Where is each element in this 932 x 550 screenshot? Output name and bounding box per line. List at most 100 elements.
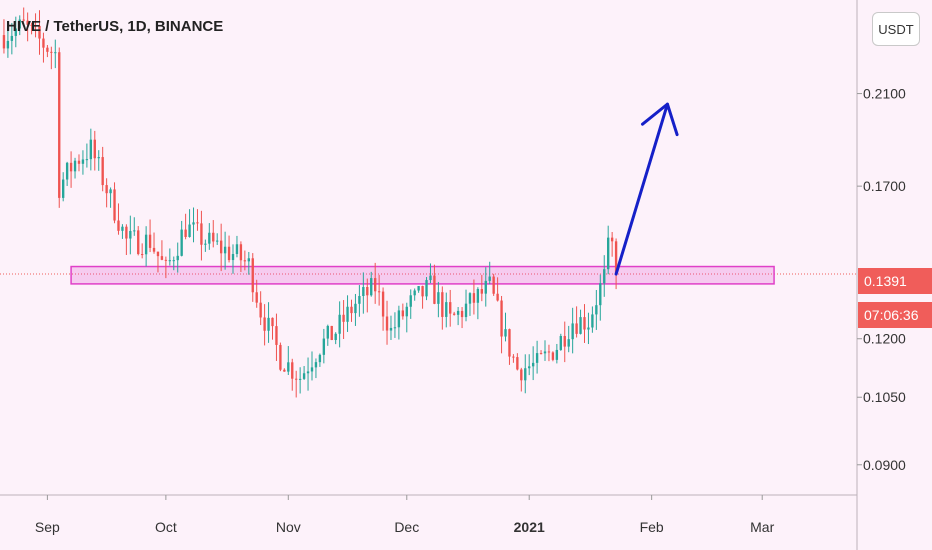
candle-body: [137, 230, 140, 255]
candle-body: [38, 25, 41, 39]
projection-arrow-shaft: [614, 102, 669, 276]
candle-body: [373, 278, 377, 292]
candle-body: [255, 292, 258, 303]
candle-body: [425, 280, 428, 297]
candle-body: [362, 286, 365, 296]
candle-body: [172, 260, 175, 262]
candle-body: [555, 349, 559, 360]
candle-body: [472, 293, 476, 303]
candle-body: [65, 162, 69, 180]
candle-body: [531, 362, 535, 367]
candle-body: [421, 286, 424, 297]
candle-body: [433, 275, 436, 304]
candle-body: [551, 352, 555, 360]
candle-body: [152, 247, 156, 252]
candle-body: [508, 329, 511, 357]
candle-body: [121, 226, 124, 231]
projection-arrow-head: [640, 102, 679, 137]
candle-body: [93, 139, 96, 159]
candle-body: [350, 306, 353, 314]
candle-body: [113, 189, 116, 221]
candle-body: [417, 286, 420, 291]
x-tick-label: Mar: [750, 519, 774, 535]
candle-body: [62, 179, 65, 198]
candle-body: [409, 295, 412, 307]
candle-body: [223, 246, 227, 254]
candle-body: [460, 310, 464, 318]
candle-body: [81, 159, 85, 164]
candle-body: [310, 367, 314, 372]
currency-button[interactable]: USDT: [872, 12, 920, 46]
x-tick-label: 2021: [514, 519, 545, 535]
candle-body: [50, 51, 53, 53]
candle-body: [109, 189, 112, 194]
candle-body: [200, 223, 203, 245]
support-zone: [70, 265, 775, 285]
candle-body: [168, 260, 172, 262]
candle-body: [547, 351, 551, 353]
candle-body: [219, 240, 223, 254]
candle-body: [377, 291, 381, 293]
candle-body: [58, 52, 61, 198]
candle-body: [500, 300, 503, 337]
candle-body: [2, 35, 6, 49]
candle-body: [330, 325, 333, 341]
candle-body: [54, 52, 57, 54]
candle-body: [306, 371, 310, 374]
candle-body: [26, 20, 29, 25]
candle-body: [385, 316, 389, 331]
candle-body: [437, 292, 440, 304]
candle-body: [338, 314, 341, 334]
candle-body: [563, 335, 566, 347]
candle-body: [480, 289, 484, 294]
candle-body: [34, 25, 37, 27]
candle-body: [389, 327, 393, 331]
candle-body: [445, 302, 448, 317]
candle-body: [117, 220, 120, 231]
candle-body: [129, 230, 132, 239]
candle-body: [488, 276, 491, 281]
candle-body: [267, 317, 270, 331]
candle-body: [69, 162, 73, 172]
candle-body: [603, 269, 606, 284]
x-tick-label: Nov: [276, 519, 301, 535]
candle-body: [484, 280, 487, 294]
candle-body: [85, 159, 89, 161]
candle-body: [405, 306, 408, 317]
candle-body: [101, 157, 104, 186]
candle-body: [212, 232, 215, 242]
candle-body: [496, 293, 499, 301]
candle-body: [476, 289, 480, 303]
candle-body: [188, 224, 191, 237]
y-tick-label: 0.2100: [863, 86, 906, 102]
candle-body: [77, 160, 81, 164]
candle-body: [342, 314, 345, 322]
candle-body: [524, 368, 527, 381]
candle-body: [14, 28, 17, 36]
candle-body: [334, 333, 337, 341]
candle-body: [46, 47, 49, 52]
y-tick-label: 0.0900: [863, 457, 906, 473]
candle-body: [543, 351, 547, 354]
candle-body: [397, 310, 401, 328]
candle-body: [287, 362, 290, 372]
candle-body: [468, 293, 472, 304]
candle-body: [599, 283, 602, 306]
x-tick-label: Dec: [394, 519, 419, 535]
candle-body: [42, 38, 45, 48]
candle-body: [105, 185, 108, 194]
candle-body: [559, 335, 562, 350]
candle-body: [164, 259, 168, 261]
candle-body: [196, 222, 199, 224]
candle-body: [73, 160, 77, 172]
y-tick-label: 0.1700: [863, 178, 906, 194]
candle-body: [180, 229, 183, 256]
candle-body: [583, 317, 586, 330]
candle-body: [192, 222, 195, 225]
candle-body: [275, 326, 278, 345]
candle-body: [279, 344, 282, 370]
candle-body: [144, 234, 148, 255]
candle-body: [567, 339, 570, 347]
candle-body: [208, 232, 211, 244]
